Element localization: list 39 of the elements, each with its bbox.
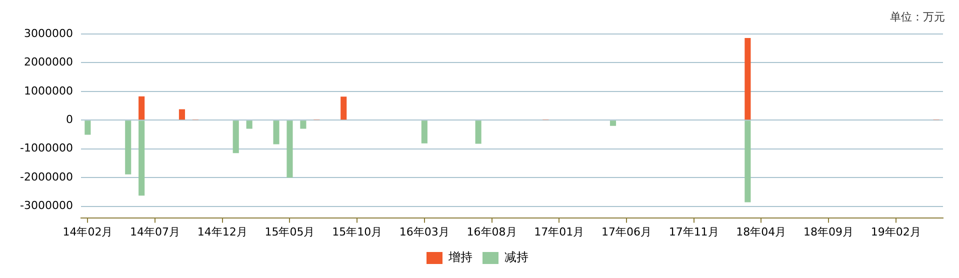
legend-label: 增持 (448, 250, 472, 264)
x-tick-label: 14年07月 (130, 225, 180, 238)
bar (125, 120, 132, 174)
bar (178, 109, 186, 120)
bar (340, 96, 347, 120)
text: 单位：万元 (890, 10, 945, 24)
x-tick-label: 19年02月 (870, 225, 921, 238)
x-tick-label: 17年01月 (534, 225, 584, 238)
y-tick-label: 1000000 (24, 84, 73, 98)
legend-label: 减持 (504, 250, 528, 264)
bar (138, 120, 145, 196)
x-tick-label: 16年08月 (466, 225, 517, 238)
x-tick-label: 17年06月 (601, 225, 652, 238)
y-tick-label: -2000000 (20, 170, 73, 184)
bar (475, 120, 482, 144)
x-tick-label: 15年10月 (332, 225, 382, 238)
x-tick-label: 18年09月 (804, 225, 854, 238)
y-tick-label: 3000000 (24, 26, 73, 40)
bar (232, 120, 239, 154)
x-tick-label: 17年11月 (668, 225, 719, 238)
bar (300, 120, 306, 129)
y-tick-label: 2000000 (24, 56, 73, 69)
bar (246, 120, 252, 129)
x-tick-label: 18年04月 (736, 225, 786, 238)
bar (744, 38, 751, 120)
y-tick-label: -1000000 (20, 142, 73, 155)
y-tick-label: 0 (66, 113, 73, 126)
bar (273, 120, 280, 144)
x-tick-label: 14年02月 (62, 225, 113, 238)
bar (421, 120, 428, 144)
bar (744, 120, 751, 202)
bar (84, 120, 91, 135)
bar (610, 120, 616, 126)
x-tick-label: 15年05月 (264, 225, 315, 238)
x-tick-label: 16年03月 (399, 225, 450, 238)
bar (138, 96, 145, 120)
bar (286, 120, 293, 178)
x-tick-label: 14年12月 (197, 225, 248, 238)
y-tick-label: -3000000 (20, 199, 73, 212)
